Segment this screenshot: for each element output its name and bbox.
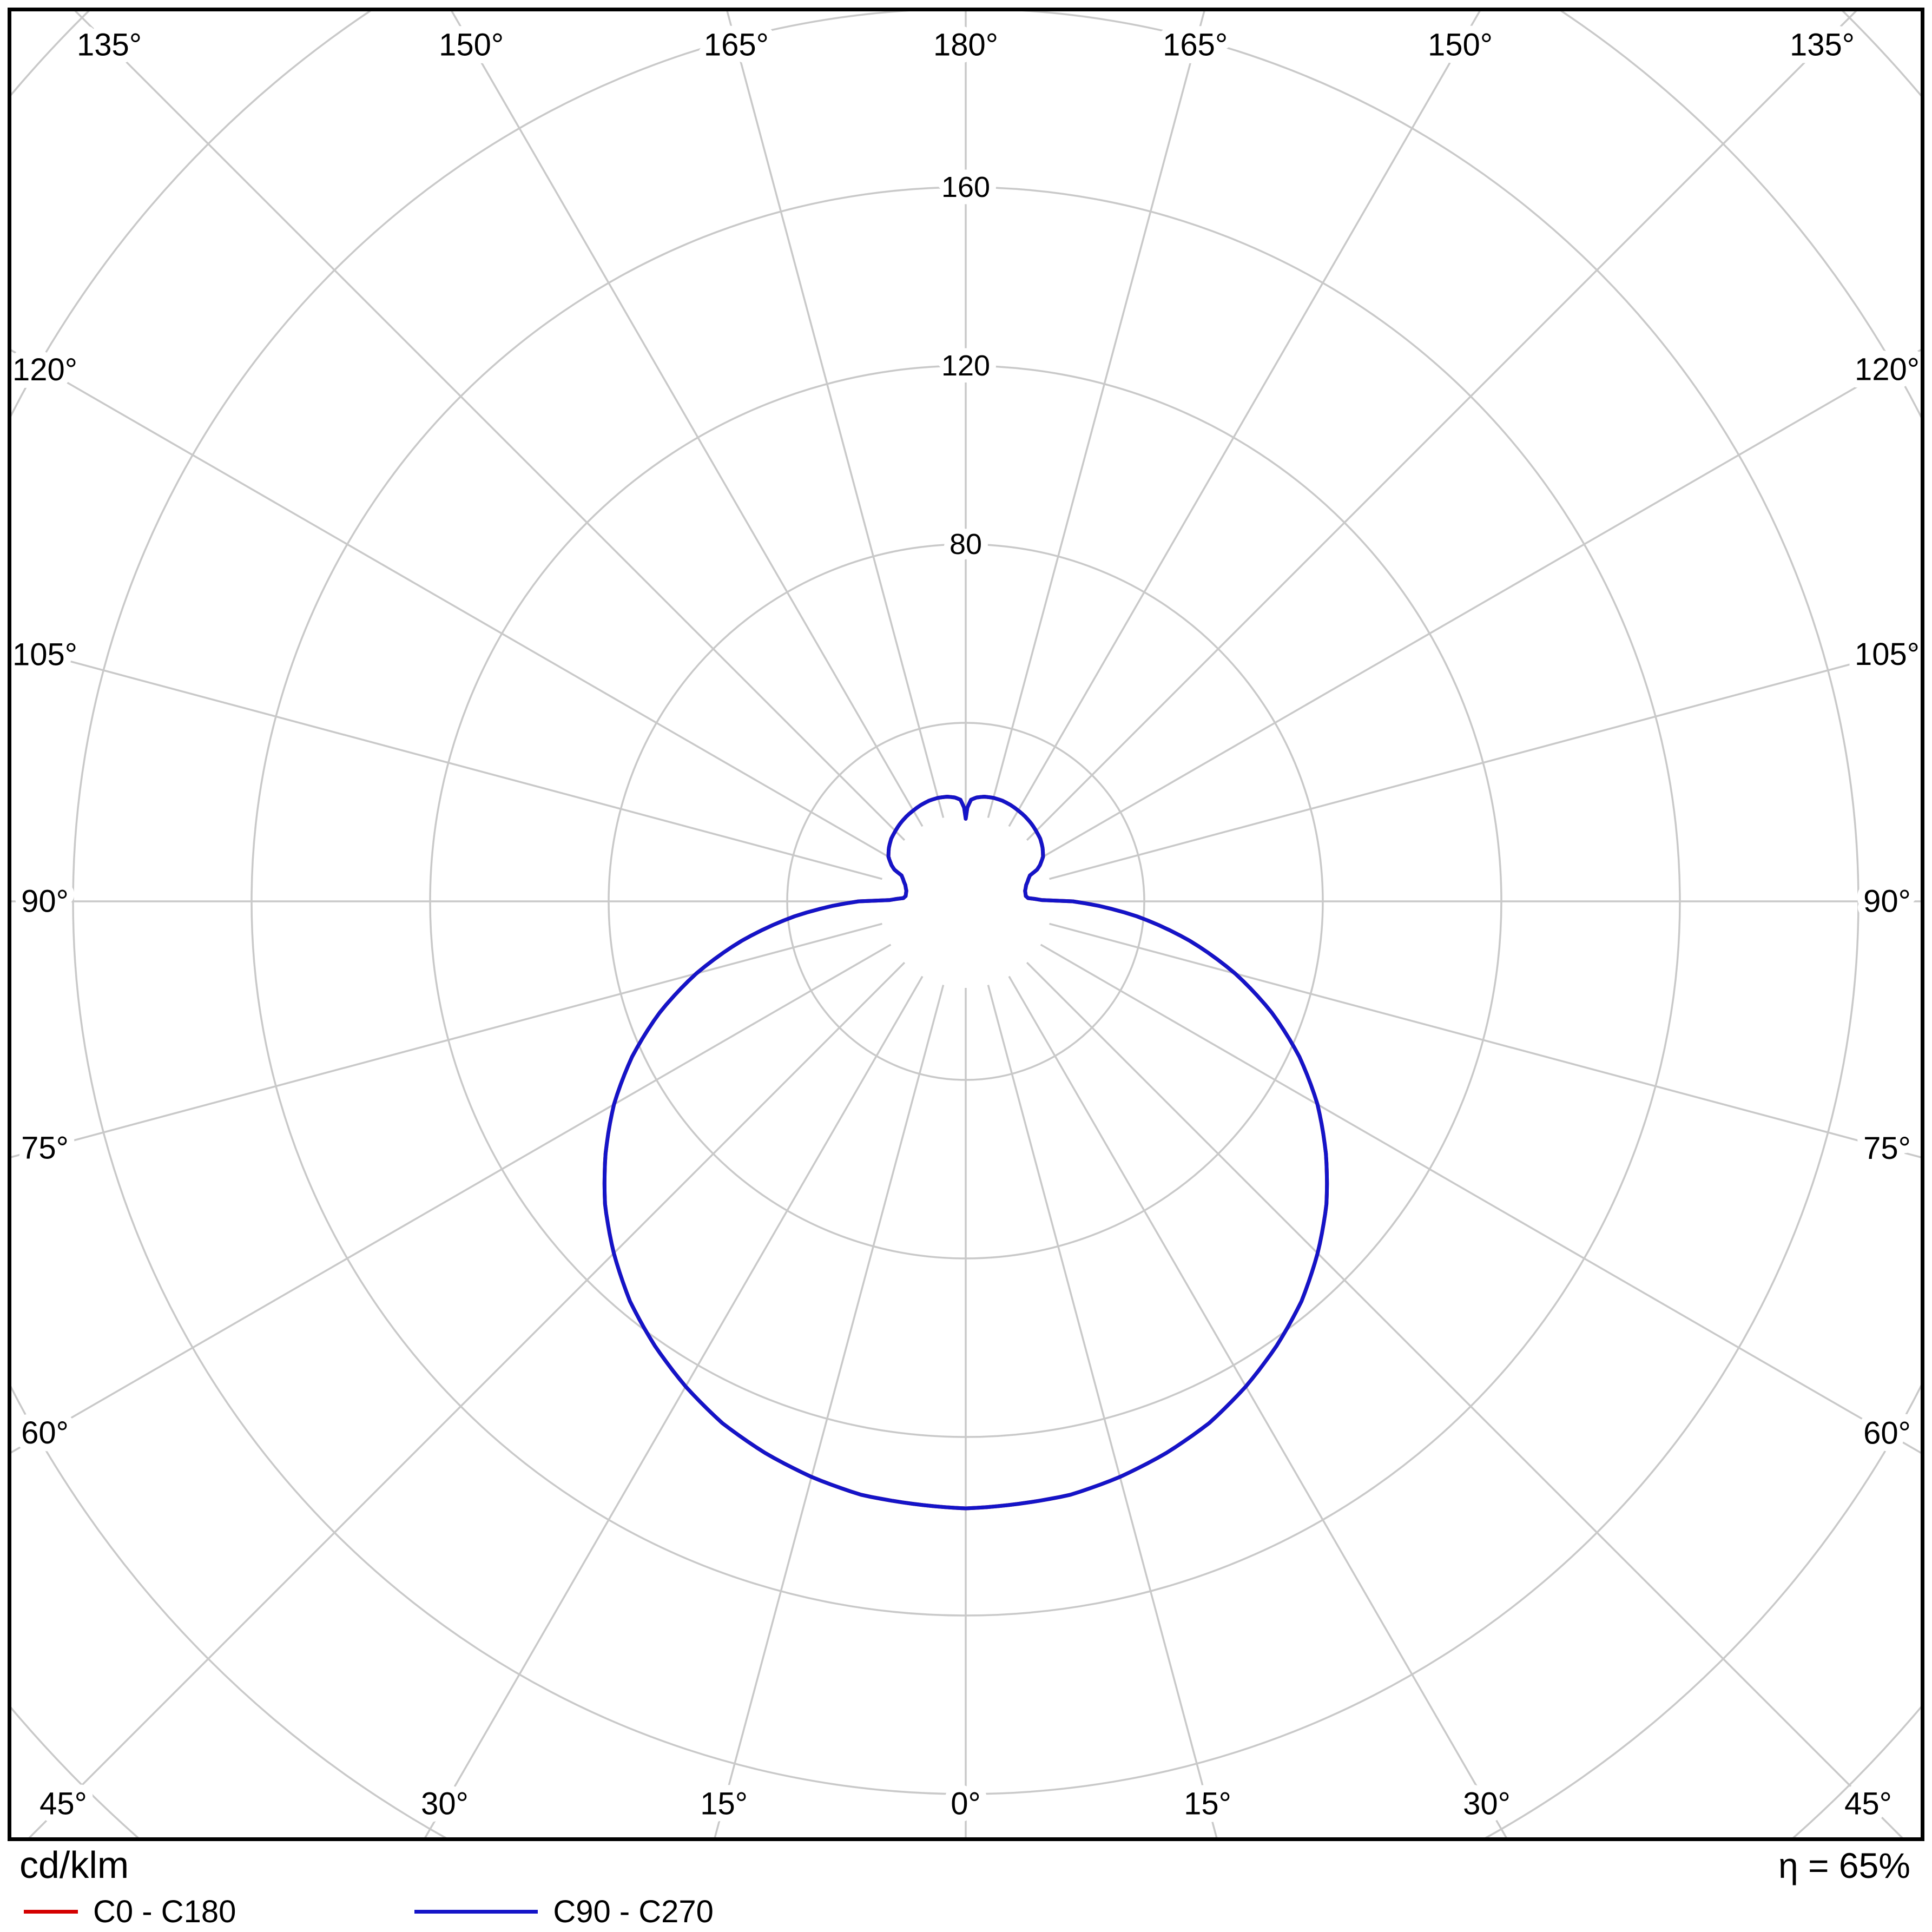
c0-c180-label: C0 - C180 [93,1894,236,1929]
radial-tick-label: 80 [949,528,982,561]
footer-row: cd/klm η = 65% [8,1841,1924,1886]
angle-label: 105° [12,637,77,672]
radial-tick-labels: 80 120 160 [934,164,997,568]
c0-c180-line-swatch [24,1910,78,1914]
angle-label: 165° [1163,28,1228,63]
legend: C0 - C180 C90 - C270 [8,1894,1924,1930]
angle-label: 180° [933,28,998,63]
angle-label: 150° [439,28,504,63]
angle-label: 75° [21,1131,69,1166]
angle-label: 60° [1863,1416,1911,1451]
angle-label: 120° [12,352,77,387]
c90-c270-label: C90 - C270 [553,1894,714,1929]
c90-c270-line-swatch [414,1910,538,1914]
curve-c90-c270 [602,795,1329,1511]
efficiency-label: η = 65% [1778,1845,1910,1885]
angle-label: 45° [1844,1786,1892,1822]
angle-label: 45° [39,1786,87,1822]
radial-tick-label: 160 [941,171,990,203]
angle-labels: 0° 15° 15° 30° 30° 45° 45° 60° 60° 75° 75° 90° 90° 10… [11,20,1921,1829]
angle-label: 30° [1463,1786,1511,1822]
angle-label: 135° [77,28,142,63]
angle-label: 135° [1790,28,1855,63]
angle-label: 105° [1855,637,1920,672]
polar-grid [11,11,1921,1837]
angle-label: 90° [21,884,69,919]
angle-label: 90° [1863,884,1911,919]
polar-plot-frame: 80 120 160 0° 15° 15° 30° 30° 45° 45° 60° 60° 75° 75°… [8,8,1924,1841]
angle-label: 0° [951,1786,980,1822]
angle-label: 75° [1863,1131,1911,1166]
units-label: cd/klm [19,1844,129,1886]
angle-label: 165° [704,28,769,63]
angle-label: 15° [700,1786,748,1822]
angle-label: 15° [1184,1786,1231,1822]
legend-item-c0-c180: C0 - C180 [24,1894,236,1930]
angle-label: 60° [21,1415,69,1450]
angle-label: 30° [421,1786,469,1822]
legend-item-c90-c270: C90 - C270 [414,1894,714,1930]
polar-chart: 80 120 160 0° 15° 15° 30° 30° 45° 45° 60° 60° 75° 75°… [11,11,1921,1837]
footer: cd/klm η = 65% C0 - C180 C90 - C270 [8,1841,1924,1932]
angle-label: 120° [1855,352,1920,387]
radial-tick-label: 120 [941,350,990,382]
angle-label: 150° [1428,28,1493,63]
